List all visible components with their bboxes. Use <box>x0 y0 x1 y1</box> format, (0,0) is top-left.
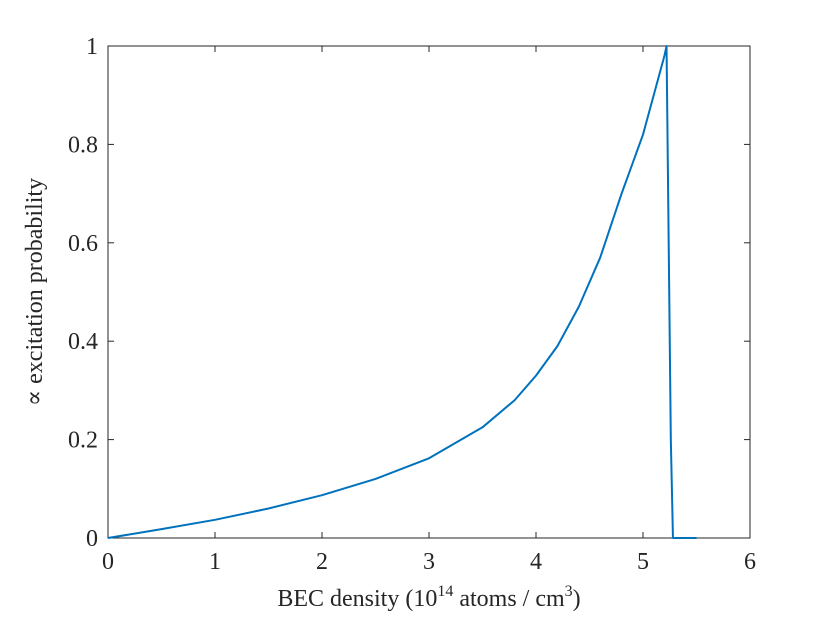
x-tick-label: 6 <box>744 549 756 575</box>
y-tick-label: 0.2 <box>68 428 98 454</box>
y-tick-label: 1 <box>86 34 98 60</box>
y-tick-label: 0 <box>86 526 98 552</box>
x-tick-label: 5 <box>637 549 649 575</box>
plot-area <box>107 45 751 539</box>
x-tick-label: 1 <box>209 549 221 575</box>
axes-box <box>107 45 751 539</box>
y-axis-label: ∝ excitation probability <box>22 178 48 406</box>
y-tick-label: 0.4 <box>68 329 98 355</box>
x-axis-ticks: 0 1 2 3 4 5 6 <box>102 46 756 575</box>
x-tick-label: 2 <box>316 549 328 575</box>
x-tick-label: 0 <box>102 549 114 575</box>
x-axis-label: BEC density (1014 atoms / cm3) <box>277 583 580 612</box>
x-tick-label: 4 <box>530 549 542 575</box>
y-tick-label: 0.8 <box>68 132 98 158</box>
x-tick-label: 3 <box>423 549 435 575</box>
series-line-0 <box>107 45 697 539</box>
series-layer <box>107 45 697 539</box>
y-axis-ticks: 0 0.2 0.4 0.6 0.8 1 <box>68 34 750 552</box>
y-tick-label: 0.6 <box>68 231 98 257</box>
